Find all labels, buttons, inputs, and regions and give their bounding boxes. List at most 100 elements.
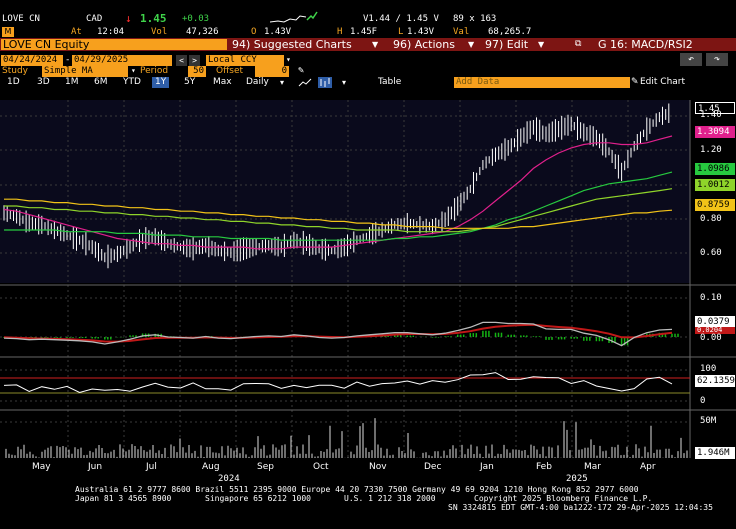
volume-value: 47,326	[186, 27, 219, 37]
open-label: O	[251, 27, 257, 37]
offset-field[interactable]: 0	[255, 66, 289, 77]
chart-type-dropdown-icon[interactable]: ▾	[342, 78, 347, 87]
month-jul: Jul	[146, 462, 157, 472]
range-1d[interactable]: 1D	[7, 77, 20, 87]
moving-average-lines	[3, 135, 673, 250]
redo-icon[interactable]: ↷	[706, 53, 728, 66]
ma2-badge: 1.0986	[695, 163, 735, 175]
volume-tick-50m: 50M	[700, 416, 717, 426]
grid	[0, 100, 690, 458]
end-date-field[interactable]: 04/29/2025	[72, 55, 172, 66]
study-dropdown-icon[interactable]: ▾	[131, 66, 136, 75]
mcdonalds-logo-icon[interactable]: M	[2, 27, 14, 37]
year-2025: 2025	[566, 474, 588, 484]
range-5y[interactable]: 5Y	[184, 77, 196, 87]
pencil-icon[interactable]: ✎	[298, 65, 305, 76]
ma4-badge: 0.8759	[695, 199, 735, 211]
range-max[interactable]: Max	[213, 77, 232, 87]
period-label: Period	[140, 66, 169, 76]
month-may: May	[32, 462, 51, 472]
add-data-field[interactable]: Add Data	[454, 77, 630, 88]
start-date-field[interactable]: 04/24/2024	[1, 55, 63, 66]
month-sep: Sep	[257, 462, 274, 472]
price-change: +0.03	[182, 14, 210, 24]
footer-session: SN 3324815 EDT GMT-4:00 ba1222-172 29-Ap…	[448, 503, 713, 512]
rsi-tick-0: 0	[700, 396, 706, 406]
price-tick-080: 0.80	[700, 214, 722, 224]
footer-singapore: Singapore 65 6212 1000	[205, 494, 311, 503]
rsi-tick-100: 100	[700, 364, 717, 374]
range-ytd[interactable]: YTD	[123, 77, 141, 87]
low-value: 1.43V	[407, 27, 435, 37]
sparkline-icon	[270, 15, 306, 23]
bid-ask: V1.44 / 1.45 V	[363, 14, 439, 24]
high-label: H	[337, 27, 343, 37]
volume-bars	[5, 418, 688, 458]
range-6m[interactable]: 6M	[94, 77, 108, 87]
currency-dropdown-icon[interactable]: ▾	[286, 55, 291, 64]
high-value: 1.45F	[350, 27, 378, 37]
edit-button[interactable]: 97) Edit	[485, 38, 529, 51]
ma-line-4	[4, 198, 673, 229]
bid-ask-size: 89 x 163	[453, 14, 497, 24]
price-tick-060: 0.60	[700, 248, 722, 258]
at-label: At	[71, 27, 82, 37]
rsi-panel	[0, 360, 690, 410]
ma-line-2	[4, 171, 673, 241]
undo-icon[interactable]: ↶	[680, 53, 702, 66]
macd-line	[3, 321, 673, 347]
range-1m[interactable]: 1M	[65, 77, 79, 87]
range-1y[interactable]: 1Y	[152, 77, 170, 88]
month-apr: Apr	[640, 462, 656, 472]
ticker-label: LOVE CN	[2, 14, 40, 24]
footer-contacts-1: Australia 61 2 9777 8600 Brazil 5511 239…	[75, 485, 639, 494]
date-back-button[interactable]: <	[176, 55, 187, 66]
function-bar: LOVE CN Equity 94) Suggested Charts ▼ 96…	[0, 38, 736, 51]
security-field[interactable]: LOVE CN Equity	[1, 39, 227, 50]
edit-dropdown-icon[interactable]: ▼	[538, 40, 545, 49]
ma3-badge: 1.0012	[695, 179, 735, 191]
low-label: L	[398, 27, 404, 37]
macd-panel	[0, 287, 690, 353]
actions-button[interactable]: 96) Actions	[393, 38, 455, 51]
line-chart-icon[interactable]	[298, 77, 312, 88]
edit-chart-icon[interactable]: ✎	[631, 77, 639, 87]
frequency-dropdown-icon[interactable]: ▾	[280, 78, 285, 87]
suggested-dropdown-icon[interactable]: ▼	[372, 40, 379, 49]
month-feb: Feb	[536, 462, 552, 472]
frequency-select[interactable]: Daily	[246, 77, 269, 87]
currency-field[interactable]: Local CCY	[206, 55, 284, 66]
date-separator: -	[65, 55, 71, 65]
study-label: Study	[2, 66, 28, 76]
macd-tick-000: 0.00	[700, 333, 722, 343]
footer-us: U.S. 1 212 318 2000	[344, 494, 436, 503]
footer-japan: Japan 81 3 4565 8900	[75, 494, 172, 503]
price-tick-140: 1.40	[700, 110, 722, 120]
month-mar: Mar	[584, 462, 601, 472]
signal-badge: 0.0204	[695, 327, 735, 334]
study-field[interactable]: Simple MA	[42, 66, 128, 77]
year-2024: 2024	[218, 474, 240, 484]
new-window-icon[interactable]: ⧉	[575, 39, 582, 49]
down-arrow-icon: ↓	[125, 12, 132, 25]
price-tick-120: 1.20	[700, 145, 722, 155]
chart-area[interactable]	[0, 90, 736, 462]
macd-tick-010: 0.10	[700, 293, 722, 303]
suggested-charts-button[interactable]: 94) Suggested Charts	[232, 38, 352, 51]
month-nov: Nov	[369, 462, 387, 472]
month-dec: Dec	[424, 462, 442, 472]
ma-line-3	[4, 188, 673, 233]
period-field[interactable]: 50	[188, 66, 206, 77]
trend-up-icon	[306, 11, 318, 21]
actions-dropdown-icon[interactable]: ▼	[468, 40, 475, 49]
date-forward-button[interactable]: >	[189, 55, 200, 66]
val-label: Val	[453, 27, 470, 37]
graph-title: G 16: MACD/RSI2	[598, 38, 693, 51]
value-amount: 68,265.7	[488, 27, 532, 37]
macd-badge: 0.0379	[695, 316, 735, 328]
bar-chart-icon[interactable]	[318, 77, 332, 88]
month-oct: Oct	[313, 462, 329, 472]
table-button[interactable]: Table	[378, 77, 402, 87]
range-3d[interactable]: 3D	[37, 77, 50, 87]
edit-chart-button[interactable]: Edit Chart	[640, 77, 686, 87]
